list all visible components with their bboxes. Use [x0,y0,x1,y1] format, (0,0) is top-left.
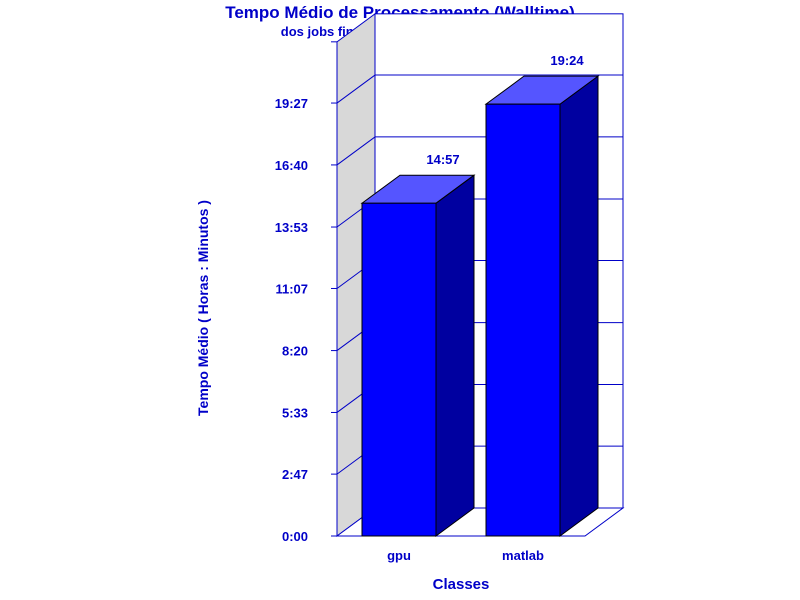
bar-side [559,75,599,537]
y-axis: 0:00 2:47 5:33 8:20 11:07 13:53 16:40 19:27 [275,41,337,544]
bar-gpu: 14:57 [360,152,476,537]
x-axis: gpu matlab [387,548,544,563]
x-tick-label: matlab [502,548,544,563]
y-tick-label: 13:53 [275,220,308,235]
bars: 14:57 19:24 [360,53,600,537]
y-tick-label: 8:20 [282,344,308,359]
y-axis-label: Tempo Médio ( Horas : Minutos ) [195,200,211,416]
x-axis-label: Classes [433,576,490,593]
data-label: 19:24 [550,53,584,68]
y-tick-label: 0:00 [282,529,308,544]
gridline-side [336,74,376,104]
bar [485,103,561,537]
bar-matlab: 19:24 [484,53,600,537]
x-tick-label: gpu [387,548,411,563]
data-label: 14:57 [426,152,459,167]
y-tick-label: 2:47 [282,467,308,482]
y-tick-label: 11:07 [275,281,308,296]
y-tick-label: 19:27 [275,96,308,111]
bar-side [435,174,475,537]
gridline-side [336,136,376,166]
y-tick-label: 5:33 [282,405,308,420]
bar [361,202,437,537]
y-tick-label: 16:40 [275,158,308,173]
